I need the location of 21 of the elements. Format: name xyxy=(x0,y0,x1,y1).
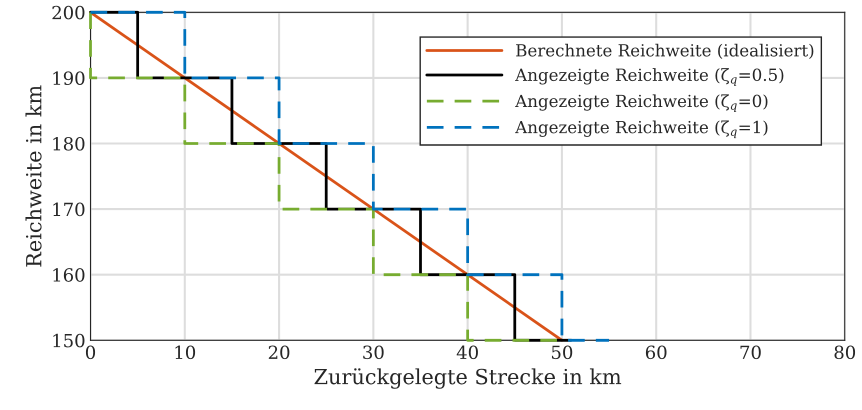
y-tick-label: 180 xyxy=(53,136,84,151)
y-tick-label: 200 xyxy=(52,6,84,20)
x-tick-label: 0 xyxy=(86,345,96,360)
x-axis-title: Zurückgelegte Strecke in km xyxy=(314,368,622,389)
x-tick-label: 70 xyxy=(740,345,761,360)
legend-label: Angezeigte Reichweite (ζ$_{q}$=1) xyxy=(515,120,768,138)
y-tick-label: 160 xyxy=(53,268,84,282)
x-tick-label: 40 xyxy=(456,345,478,360)
legend-label: Angezeigte Reichweite (ζ$_{q}$=0.5) xyxy=(515,68,784,86)
y-tick-label: 170 xyxy=(53,202,84,216)
x-tick-label: 60 xyxy=(646,345,666,360)
legend-label: Angezeigte Reichweite (ζ$_{q}$=0) xyxy=(515,94,768,112)
x-tick-label: 10 xyxy=(176,345,196,360)
x-tick-label: 50 xyxy=(552,345,572,360)
x-tick-label: 30 xyxy=(363,345,384,360)
y-tick-label: 190 xyxy=(53,71,84,86)
y-axis-title: Reichweite in km xyxy=(25,85,42,267)
x-tick-label: 80 xyxy=(834,345,856,360)
x-tick-label: 20 xyxy=(268,345,290,360)
y-tick-label: 150 xyxy=(53,334,84,348)
legend-label: Berechnete Reichweite (idealisiert) xyxy=(516,44,814,59)
